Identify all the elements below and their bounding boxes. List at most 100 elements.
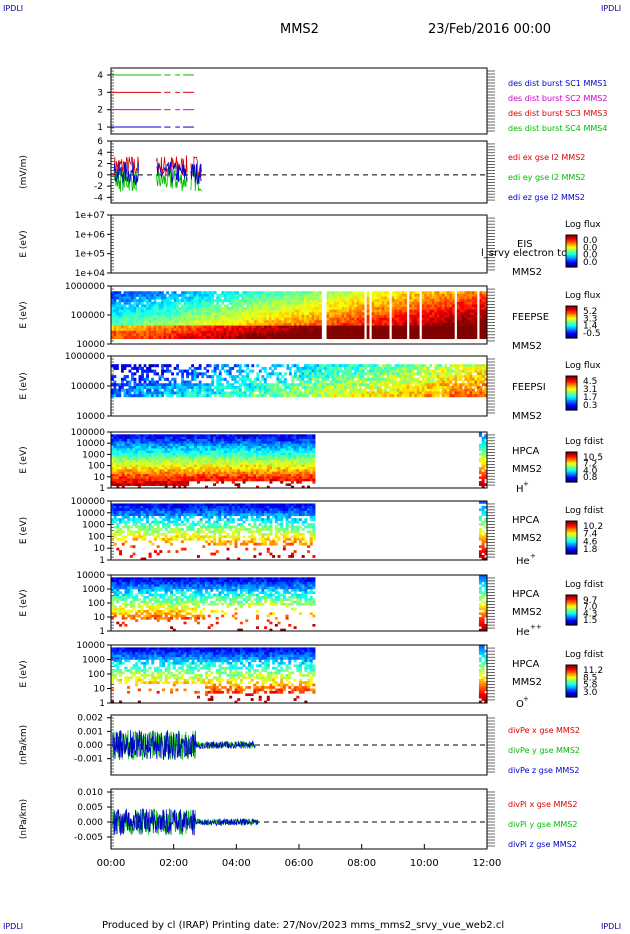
spectrogram-cell (186, 446, 190, 449)
spectrogram-cell (319, 336, 322, 340)
spectrogram-cell (148, 366, 152, 370)
spectrogram-cell (123, 391, 127, 395)
spectrogram-cell (113, 336, 117, 340)
spectrogram-cell (301, 317, 305, 321)
spectrogram-cell (366, 364, 370, 368)
spectrogram-cell (183, 333, 187, 337)
spectrogram-cell (344, 325, 347, 329)
spectrogram-cell (121, 366, 124, 370)
spectrogram-cell (231, 388, 235, 392)
spectrogram-cell (311, 394, 315, 398)
spectrogram-cell (326, 299, 330, 303)
spectrogram-cell (146, 383, 149, 387)
spectrogram-cell (326, 309, 330, 313)
spectrogram-cell (381, 315, 385, 318)
spectrogram-cell (221, 394, 225, 398)
spectrogram-cell (481, 394, 485, 398)
spectrogram-cell (133, 383, 137, 387)
spectrogram-cell (386, 366, 390, 370)
spectrogram-cell (243, 320, 247, 324)
spectrogram-cell (291, 322, 295, 326)
spectrogram-cell (236, 312, 240, 316)
spectrogram-cell (466, 301, 470, 305)
spectrogram-cell (164, 467, 168, 470)
spectrogram-cell (216, 301, 220, 305)
spectrogram-cell (311, 299, 315, 303)
spectrogram-cell (416, 307, 420, 311)
spectrogram-cell (140, 469, 144, 472)
spectrogram-cell (261, 377, 265, 381)
spectrogram-cell (211, 317, 215, 321)
spectrogram-cell (311, 330, 315, 334)
spectrogram-cell (172, 481, 176, 484)
spectrogram-cell (135, 434, 139, 437)
spectrogram-cell (429, 325, 433, 329)
spectrogram-cell (163, 315, 167, 318)
spectrogram-cell (156, 450, 160, 454)
spectrogram-cell (296, 293, 300, 297)
spectrogram-cell (341, 312, 345, 316)
spectrogram-cell (331, 301, 335, 305)
spectrogram-cell (479, 307, 483, 311)
spectrogram-cell (206, 315, 210, 318)
spectrogram-cell (167, 450, 171, 454)
spectrogram-cell (339, 291, 342, 295)
spectrogram-cell (316, 386, 320, 390)
spectrogram-cell (354, 296, 357, 300)
spectrogram-cell (286, 386, 290, 390)
spectrogram-cell (143, 380, 147, 384)
spectrogram-cell (211, 291, 215, 295)
spectrogram-cell (474, 383, 478, 387)
spectrogram-cell (148, 443, 152, 447)
spectrogram-cell (376, 366, 380, 370)
spectrogram-cell (138, 291, 142, 295)
spectrogram-cell (384, 336, 388, 340)
spectrogram-cell (273, 372, 277, 376)
spectrogram-cell (276, 328, 280, 332)
spectrogram-cell (153, 309, 157, 313)
spectrogram-cell (411, 375, 415, 379)
spectrogram-cell (399, 388, 403, 392)
spectrogram-cell (118, 322, 122, 326)
spectrogram-cell (394, 312, 398, 316)
spectrogram-cell (148, 317, 152, 321)
spectrogram-cell (293, 322, 297, 326)
spectrogram-cell (131, 296, 134, 300)
spectrogram-cell (191, 369, 195, 373)
colorbar-cell (566, 312, 577, 315)
spectrogram-cell (261, 388, 265, 392)
spectrogram-cell (424, 380, 428, 384)
spectrogram-cell (201, 330, 205, 334)
spectrogram-cell (426, 312, 430, 316)
spectrogram-cell (301, 325, 305, 329)
spectrogram-cell (414, 386, 418, 390)
spectrogram-cell (441, 301, 445, 305)
spectrogram-cell (206, 307, 210, 311)
spectrogram-cell (391, 309, 395, 313)
spectrogram-cell (146, 320, 149, 324)
spectrogram-cell (316, 320, 320, 324)
spectrogram-cell (236, 325, 240, 329)
spectrogram-cell (484, 317, 488, 321)
spectrogram-cell (178, 474, 182, 477)
spectrogram-cell (251, 328, 255, 332)
spectrogram-cell (266, 296, 270, 300)
spectrogram-cell (379, 372, 383, 376)
spectrogram-cell (441, 336, 445, 340)
spectrogram-cell (248, 330, 252, 334)
spectrogram-cell (176, 386, 179, 390)
spectrogram-cell (394, 375, 398, 379)
spectrogram-cell (231, 391, 235, 395)
spectrogram-cell (162, 455, 166, 458)
spectrogram-cell (146, 369, 149, 373)
spectrogram-cell (233, 333, 237, 337)
spectrogram-cell (243, 301, 247, 305)
spectrogram-cell (203, 291, 207, 295)
spectrogram-cell (186, 391, 190, 395)
spectrogram-cell (123, 291, 127, 295)
spectrogram-cell (359, 325, 362, 329)
spectrogram-cell (296, 322, 300, 326)
spectrogram-cell (111, 315, 114, 318)
spectrogram-cell (168, 336, 172, 340)
